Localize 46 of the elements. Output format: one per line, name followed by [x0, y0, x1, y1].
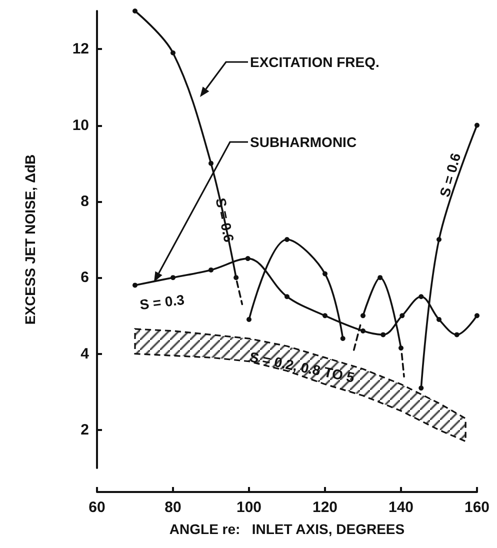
point — [436, 237, 442, 242]
annotation: S = 0.2, 0.8 TO 5 — [248, 348, 356, 386]
y-tick-label: 12 — [72, 40, 89, 58]
point — [284, 294, 290, 300]
annotation: S = 0.3 — [138, 291, 186, 313]
point — [378, 275, 383, 280]
y-axis-title: EXCESS JET NOISE, ΔdB — [22, 154, 38, 325]
annotation: SUBHARMONIC — [250, 134, 357, 150]
y-tick-label: 10 — [72, 116, 89, 134]
point — [245, 256, 250, 262]
x-tick-label: 60 — [88, 499, 106, 516]
point — [380, 332, 386, 338]
y-tick-label: 8 — [80, 192, 89, 210]
point — [360, 328, 366, 334]
y-tick-label: 6 — [80, 269, 89, 286]
annotation: S = 0.6 — [436, 151, 464, 199]
point — [132, 8, 138, 14]
point — [246, 316, 252, 322]
x-tick-label: 160 — [464, 499, 490, 516]
point — [398, 346, 404, 351]
point — [360, 313, 366, 318]
x-tick-label: 120 — [312, 499, 338, 516]
y-tick-label: 2 — [80, 421, 89, 438]
point — [208, 160, 214, 166]
annotation: EXCITATION FREQ. — [250, 54, 380, 70]
point — [132, 282, 138, 288]
point — [340, 336, 346, 342]
point — [436, 316, 442, 322]
point — [208, 267, 214, 272]
point — [454, 332, 460, 338]
point — [474, 122, 480, 128]
point — [418, 386, 424, 391]
point — [284, 237, 290, 242]
x-tick-label: 100 — [236, 499, 262, 516]
point — [322, 271, 328, 276]
x-axis-title: ANGLE re: INLET AXIS, DEGREES — [169, 521, 405, 537]
point — [474, 313, 480, 318]
point — [418, 294, 424, 300]
point — [400, 313, 405, 318]
x-tick-label: 140 — [388, 499, 414, 516]
x-tick-label: 80 — [164, 499, 182, 516]
point — [170, 50, 176, 56]
point — [170, 275, 176, 280]
y-tick-label: 4 — [80, 345, 90, 362]
point — [322, 313, 328, 318]
point — [234, 275, 239, 280]
